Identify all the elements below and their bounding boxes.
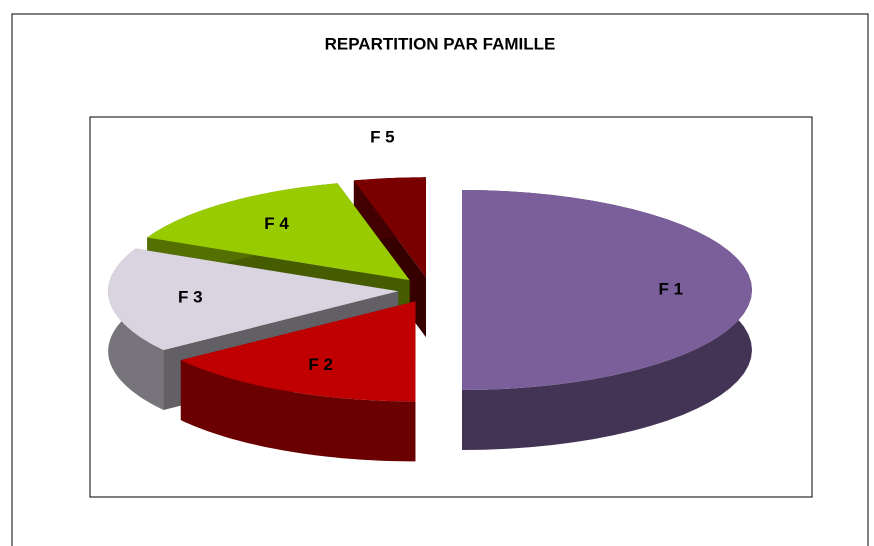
- slice: [108, 248, 399, 350]
- slice-label: F 2: [308, 355, 333, 374]
- slice: [462, 190, 752, 390]
- slice-label: F 1: [659, 279, 684, 298]
- chart-title: REPARTITION PAR FAMILLE: [325, 34, 556, 53]
- slice-label: F 4: [264, 214, 289, 233]
- pie: [108, 177, 752, 462]
- slice: [147, 183, 410, 281]
- slice-side: [180, 360, 416, 462]
- slice-label: F 5: [370, 128, 395, 147]
- slice-label: F 3: [178, 287, 203, 306]
- labels: F 1 F 2 F 3 F 4 F 5: [178, 128, 683, 374]
- slice: [180, 301, 416, 402]
- slice: [353, 177, 426, 278]
